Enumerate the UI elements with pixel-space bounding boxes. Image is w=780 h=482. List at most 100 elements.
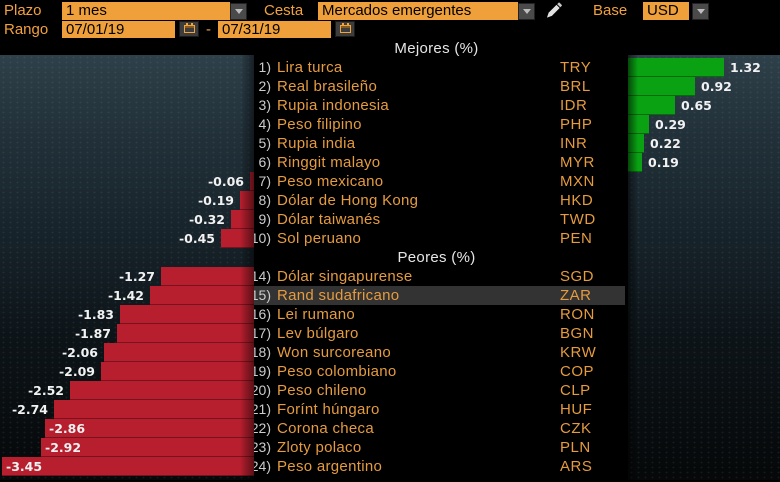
currency-code: TRY <box>560 59 592 76</box>
currency-code: HKD <box>560 192 594 209</box>
currency-row-HKD[interactable]: 8) Dólar de Hong Kong HKD <box>248 191 625 210</box>
currency-row-TWD[interactable]: 9) Dólar taiwanés TWD <box>248 210 625 229</box>
chevron-down-icon <box>522 9 531 14</box>
best-rows: 1) Lira turca TRY 2) Real brasileño BRL 3) Rupi… <box>248 58 625 248</box>
rank-label: 23) <box>250 439 271 455</box>
currency-list: Mejores (%) 1) Lira turca TRY 2) Real brasil… <box>248 40 625 476</box>
cesta-label: Cesta <box>264 2 304 19</box>
rank-label: 20) <box>250 382 271 398</box>
base-field[interactable]: USD <box>643 2 689 20</box>
best-bars-panel <box>628 55 780 480</box>
currency-row-PEN[interactable]: 10) Sol peruano PEN <box>248 229 625 248</box>
range-end-field[interactable]: 07/31/19 <box>218 21 331 38</box>
cesta-dropdown-button[interactable] <box>518 3 535 20</box>
currency-row-ARS[interactable]: 24) Peso argentino ARS <box>248 457 625 476</box>
rank-label: 22) <box>250 420 271 436</box>
rank-label: 9) <box>258 211 271 227</box>
best-section-header: Mejores (%) <box>394 40 479 57</box>
currency-row-SGD[interactable]: 14) Dólar singapurense SGD <box>248 267 625 286</box>
currency-name: Ringgit malayo <box>277 154 381 171</box>
currency-name: Lei rumano <box>277 306 356 323</box>
currency-code: PLN <box>560 439 591 456</box>
currency-row-KRW[interactable]: 18) Won surcoreano KRW <box>248 343 625 362</box>
currency-name: Peso chileno <box>277 382 367 399</box>
rank-label: 18) <box>250 344 271 360</box>
rank-label: 10) <box>250 230 271 246</box>
currency-row-HUF[interactable]: 21) Forínt húngaro HUF <box>248 400 625 419</box>
currency-name: Rupia indonesia <box>277 97 390 114</box>
currency-row-PHP[interactable]: 4) Peso filipino PHP <box>248 115 625 134</box>
currency-name: Real brasileño <box>277 78 378 95</box>
currency-code: CLP <box>560 382 591 399</box>
currency-row-BGN[interactable]: 17) Lev búlgaro BGN <box>248 324 625 343</box>
currency-name: Lira turca <box>277 59 343 76</box>
currency-code: SGD <box>560 268 595 285</box>
currency-code: CZK <box>560 420 592 437</box>
currency-name: Zloty polaco <box>277 439 362 456</box>
currency-row-IDR[interactable]: 3) Rupia indonesia IDR <box>248 96 625 115</box>
base-dropdown-button[interactable] <box>692 3 709 20</box>
range-start-field[interactable]: 07/01/19 <box>62 21 175 38</box>
rango-label: Rango <box>4 21 49 38</box>
currency-row-PLN[interactable]: 23) Zloty polaco PLN <box>248 438 625 457</box>
currency-row-INR[interactable]: 5) Rupia india INR <box>248 134 625 153</box>
currency-row-CZK[interactable]: 22) Corona checa CZK <box>248 419 625 438</box>
currency-name: Dólar singapurense <box>277 268 413 285</box>
currency-row-MYR[interactable]: 6) Ringgit malayo MYR <box>248 153 625 172</box>
currency-name: Rupia india <box>277 135 356 152</box>
rank-label: 3) <box>258 97 271 113</box>
currency-name: Peso argentino <box>277 458 383 475</box>
currency-code: RON <box>560 306 595 323</box>
currency-name: Sol peruano <box>277 230 362 247</box>
currency-name: Lev búlgaro <box>277 325 359 342</box>
worst-section-header: Peores (%) <box>397 249 476 266</box>
plazo-field[interactable]: 1 mes <box>62 2 230 20</box>
rank-label: 17) <box>250 325 271 341</box>
rank-label: 5) <box>258 135 271 151</box>
edit-pencil-icon[interactable] <box>543 2 565 19</box>
currency-name: Corona checa <box>277 420 374 437</box>
calendar-icon <box>339 23 351 33</box>
rank-label: 6) <box>258 154 271 170</box>
currency-name: Won surcoreano <box>277 344 391 361</box>
currency-code: PHP <box>560 116 593 133</box>
calendar-icon <box>183 23 195 33</box>
currency-code: ZAR <box>560 287 592 304</box>
cesta-field[interactable]: Mercados emergentes <box>318 2 518 20</box>
range-end-calendar-button[interactable] <box>335 21 355 37</box>
currency-code: INR <box>560 135 588 152</box>
base-label: Base <box>593 2 628 19</box>
rank-label: 1) <box>258 59 271 75</box>
rank-label: 24) <box>250 458 271 474</box>
currency-code: BGN <box>560 325 595 342</box>
currency-name: Peso colombiano <box>277 363 397 380</box>
worst-bars-panel <box>0 55 254 480</box>
rank-label: 2) <box>258 78 271 94</box>
chevron-down-icon <box>234 9 243 14</box>
currency-name: Peso mexicano <box>277 173 384 190</box>
worst-rows: 14) Dólar singapurense SGD 15) Rand sudafric… <box>248 267 625 476</box>
chevron-down-icon <box>696 9 705 14</box>
currency-code: COP <box>560 363 595 380</box>
range-start-calendar-button[interactable] <box>179 21 199 37</box>
currency-code: MYR <box>560 154 595 171</box>
currency-row-RON[interactable]: 16) Lei rumano RON <box>248 305 625 324</box>
currency-row-BRL[interactable]: 2) Real brasileño BRL <box>248 77 625 96</box>
rank-label: 4) <box>258 116 271 132</box>
currency-row-MXN[interactable]: 7) Peso mexicano MXN <box>248 172 625 191</box>
currency-code: MXN <box>560 173 595 190</box>
currency-code: TWD <box>560 211 596 228</box>
currency-code: ARS <box>560 458 593 475</box>
currency-code: BRL <box>560 78 591 95</box>
plazo-label: Plazo <box>4 2 42 19</box>
rank-label: 21) <box>250 401 271 417</box>
currency-row-COP[interactable]: 19) Peso colombiano COP <box>248 362 625 381</box>
rank-label: 8) <box>258 192 271 208</box>
currency-row-TRY[interactable]: 1) Lira turca TRY <box>248 58 625 77</box>
currency-name: Dólar de Hong Kong <box>277 192 419 209</box>
plazo-dropdown-button[interactable] <box>230 3 247 20</box>
currency-row-ZAR[interactable]: 15) Rand sudafricano ZAR <box>248 286 625 305</box>
currency-row-CLP[interactable]: 20) Peso chileno CLP <box>248 381 625 400</box>
rank-label: 19) <box>250 363 271 379</box>
